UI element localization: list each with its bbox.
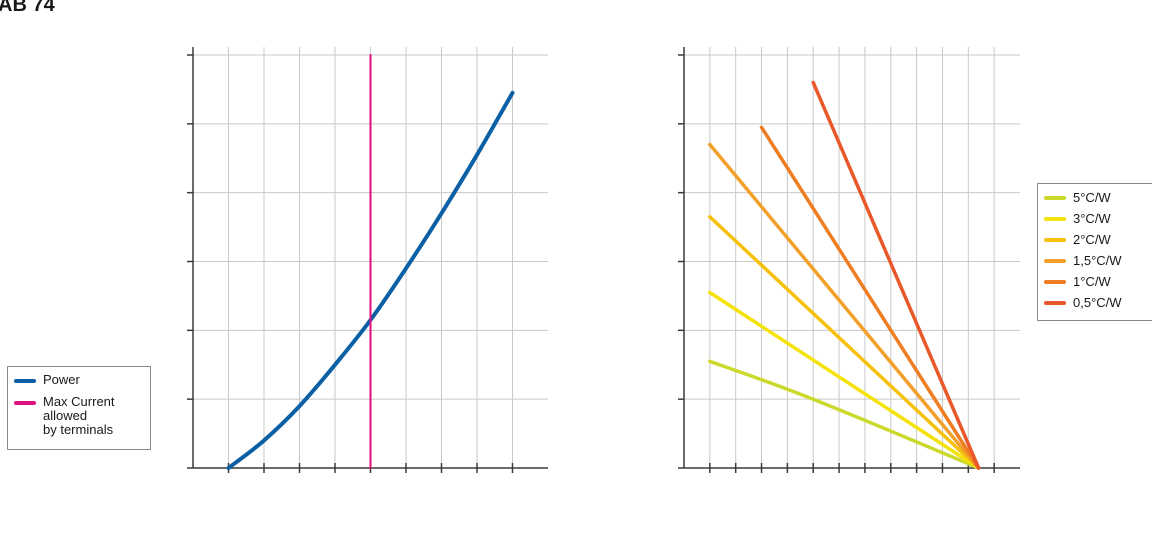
series-line-1-c-w xyxy=(759,125,981,470)
heatsink-legend: 5°C/W 3°C/W 2°C/W 1,5°C/W 1°C/W 0,5°C/W xyxy=(1037,183,1152,321)
legend-item-5-c-w: 5°C/W xyxy=(1044,190,1147,206)
legend-label: 5°C/W xyxy=(1073,190,1111,205)
legend-label: Max Current allowed by terminals xyxy=(43,394,115,437)
legend-label: 0,5°C/W xyxy=(1073,295,1122,310)
legend-item-power: Power xyxy=(14,373,144,387)
legend-label: 1,5°C/W xyxy=(1073,253,1122,268)
legend-item-1-c-w: 1°C/W xyxy=(1044,274,1147,290)
legend-swatch xyxy=(1044,238,1066,242)
series-line-3-c-w xyxy=(708,290,981,470)
heatsink-chart xyxy=(678,47,1020,473)
legend-swatch xyxy=(1044,196,1066,200)
series-line-power xyxy=(226,90,515,470)
legend-swatch xyxy=(1044,217,1066,221)
page-heading: AB 74 xyxy=(0,0,55,16)
legend-item-3-c-w: 3°C/W xyxy=(1044,211,1147,227)
legend-swatch xyxy=(14,401,36,405)
legend-item-1-5-c-w: 1,5°C/W xyxy=(1044,253,1147,269)
load-current-chart xyxy=(187,47,548,473)
legend-item-0-5-c-w: 0,5°C/W xyxy=(1044,295,1147,311)
legend-swatch xyxy=(14,379,36,383)
legend-item-max-current-allowed-by-terminals: Max Current allowed by terminals xyxy=(14,395,144,437)
series-line-0-5-c-w xyxy=(811,80,981,470)
legend-swatch xyxy=(1044,259,1066,263)
legend-label: 1°C/W xyxy=(1073,274,1111,289)
series-line-1-5-c-w xyxy=(708,142,981,470)
legend-label: Power xyxy=(43,372,80,387)
legend-label: 2°C/W xyxy=(1073,232,1111,247)
legend-swatch xyxy=(1044,301,1066,305)
legend-item-2-c-w: 2°C/W xyxy=(1044,232,1147,248)
load-current-legend: Power Max Current allowed by terminals xyxy=(7,366,151,450)
legend-swatch xyxy=(1044,280,1066,284)
series-line-5-c-w xyxy=(708,359,981,470)
legend-label: 3°C/W xyxy=(1073,211,1111,226)
series-line-2-c-w xyxy=(708,215,981,470)
